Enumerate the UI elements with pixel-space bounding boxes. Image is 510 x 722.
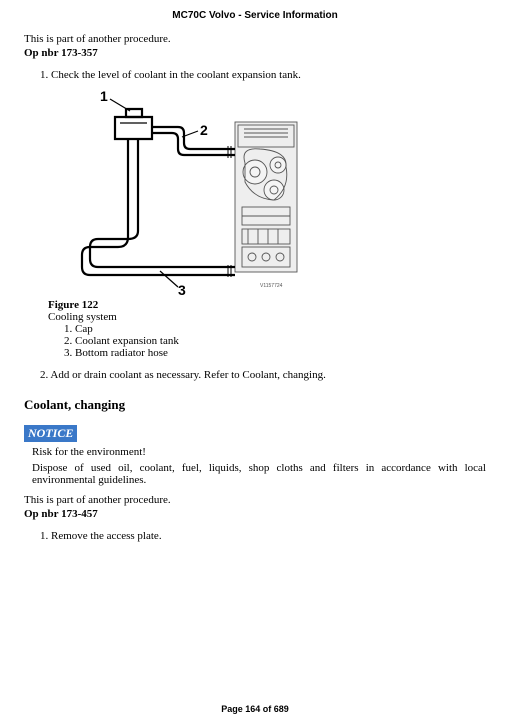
page-footer: Page 164 of 689 (0, 704, 510, 714)
figure-legend-1: 1. Cap (64, 323, 486, 335)
intro-part-of-2: This is part of another procedure. (24, 494, 486, 506)
procedure-step-1: 1. Check the level of coolant in the coo… (40, 69, 486, 81)
callout-1: 1 (100, 88, 108, 104)
figure-legend-2: 2. Coolant expansion tank (64, 335, 486, 347)
figure-image-id: V1157724 (260, 283, 283, 289)
notice-text: Dispose of used oil, coolant, fuel, liqu… (32, 462, 486, 486)
figure-legend-3: 3. Bottom radiator hose (64, 347, 486, 359)
figure-122: 1 2 3 V1157724 (60, 87, 300, 297)
op-number-2: Op nbr 173-457 (24, 508, 486, 520)
notice-risk: Risk for the environment! (32, 446, 486, 458)
page-header-title: MC70C Volvo - Service Information (24, 10, 486, 21)
section-heading-coolant-changing: Coolant, changing (24, 397, 486, 413)
intro-part-of: This is part of another procedure. (24, 33, 486, 45)
callout-2: 2 (200, 122, 208, 138)
figure-system-name: Cooling system (48, 311, 486, 323)
page-content: MC70C Volvo - Service Information This i… (0, 0, 510, 542)
notice-label: NOTICE (24, 425, 77, 442)
figure-caption: Figure 122 Cooling system 1. Cap 2. Cool… (48, 299, 486, 359)
op-number-1: Op nbr 173-357 (24, 47, 486, 59)
callout-3: 3 (178, 282, 186, 297)
figure-number: Figure 122 (48, 299, 486, 311)
figure-svg: 1 2 3 V1157724 (60, 87, 300, 297)
procedure-step-2: 2. Add or drain coolant as necessary. Re… (40, 369, 486, 381)
procedure2-step-1: 1. Remove the access plate. (40, 530, 486, 542)
